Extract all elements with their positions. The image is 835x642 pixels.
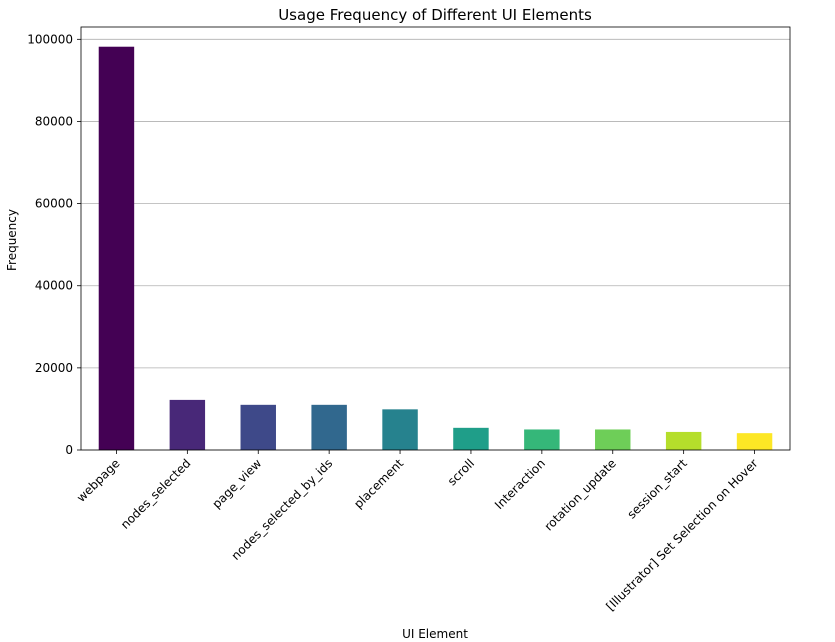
y-tick-label: 80000	[35, 114, 73, 128]
bar-rotation-update	[595, 429, 631, 450]
x-tick-label: rotation_update	[542, 456, 619, 533]
y-tick-label: 60000	[35, 197, 73, 211]
y-tick-label: 0	[65, 443, 73, 457]
x-tick-label: Interaction	[492, 456, 548, 512]
x-axis-label: UI Element	[402, 627, 468, 641]
y-tick-label: 20000	[35, 361, 73, 375]
y-tick-label: 100000	[27, 32, 73, 46]
bar-scroll	[453, 427, 489, 450]
bar-session-start	[665, 431, 702, 450]
bar-page-view	[240, 404, 276, 450]
bars	[98, 46, 773, 451]
y-axis-ticks: 0 20000 40000 60000 80000 100000	[27, 32, 81, 457]
x-tick-label: webpage	[74, 456, 123, 505]
bar-placement	[382, 409, 418, 450]
gridlines	[81, 38, 790, 451]
plot-frame	[80, 26, 791, 451]
x-tick-label: placement	[351, 456, 406, 511]
x-tick-label: nodes_selected	[118, 456, 194, 532]
x-tick-label: scroll	[445, 456, 477, 488]
bar-interaction	[524, 429, 560, 450]
y-axis-label: Frequency	[5, 209, 19, 271]
bar-webpage	[98, 46, 135, 451]
x-tick-label: [Illustrator] Set Selection on Hover	[603, 456, 760, 613]
x-tick-label: page_view	[209, 456, 264, 511]
x-tick-label: session_start	[624, 456, 690, 522]
chart-title: Usage Frequency of Different UI Elements	[278, 6, 592, 24]
bar-nodes-selected	[169, 399, 206, 450]
bar-illustrator-set-selection-on-hover	[736, 433, 773, 450]
bar-nodes-selected-by-ids	[311, 404, 347, 450]
y-tick-label: 40000	[35, 279, 73, 293]
